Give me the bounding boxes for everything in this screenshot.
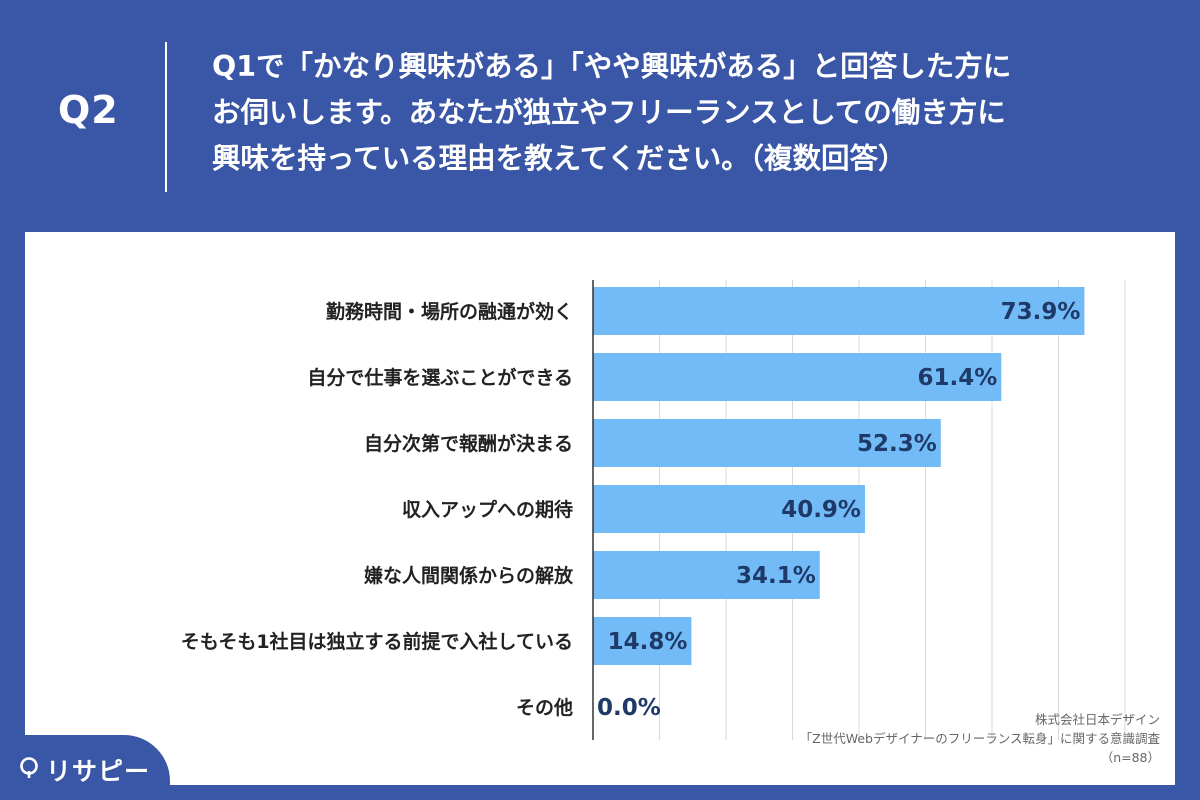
category-label: そもそも1社目は独立する前提で入社している xyxy=(181,630,573,653)
value-label: 14.8% xyxy=(608,629,688,655)
question-label: Q2 xyxy=(58,88,119,132)
question-text: Q1で「かなり興味がある」「やや興味がある」と回答した方に お伺いします。あなた… xyxy=(212,44,1172,182)
value-label: 40.9% xyxy=(781,497,861,523)
brand-name: リサピー xyxy=(46,752,150,788)
category-label: 勤務時間・場所の融通が効く xyxy=(326,300,573,323)
value-label: 34.1% xyxy=(736,563,816,589)
category-label: 嫌な人間関係からの解放 xyxy=(364,564,574,587)
question-line-3: 興味を持っている理由を教えてください。（複数回答） xyxy=(212,136,1172,182)
lisapi-logo-icon xyxy=(18,757,40,779)
value-label: 52.3% xyxy=(857,431,937,457)
value-label: 0.0% xyxy=(597,695,661,721)
header-divider xyxy=(165,42,167,192)
category-label: 自分次第で報酬が決まる xyxy=(364,432,573,455)
brand-badge: リサピー xyxy=(0,735,170,800)
question-line-1: Q1で「かなり興味がある」「やや興味がある」と回答した方に xyxy=(212,44,1172,90)
category-label: 自分で仕事を選ぶことができる xyxy=(307,366,573,389)
source-note: 株式会社日本デザイン 「Z世代Webデザイナーのフリーランス転身」に関する意識調… xyxy=(800,710,1160,767)
category-label: その他 xyxy=(516,696,573,719)
value-label: 61.4% xyxy=(918,365,998,391)
source-survey-title: 「Z世代Webデザイナーのフリーランス転身」に関する意識調査 xyxy=(800,729,1160,748)
value-label: 73.9% xyxy=(1001,299,1081,325)
header: Q2 Q1で「かなり興味がある」「やや興味がある」と回答した方に お伺いします。… xyxy=(0,0,1200,230)
category-label: 収入アップへの期待 xyxy=(402,498,573,521)
question-line-2: お伺いします。あなたが独立やフリーランスとしての働き方に xyxy=(212,90,1172,136)
source-sample-size: （n=88） xyxy=(800,748,1160,767)
bar-chart: 勤務時間・場所の融通が効く 73.9% 自分で仕事を選ぶことができる 61.4% 自分次… xyxy=(25,232,1175,785)
source-company: 株式会社日本デザイン xyxy=(800,710,1160,729)
